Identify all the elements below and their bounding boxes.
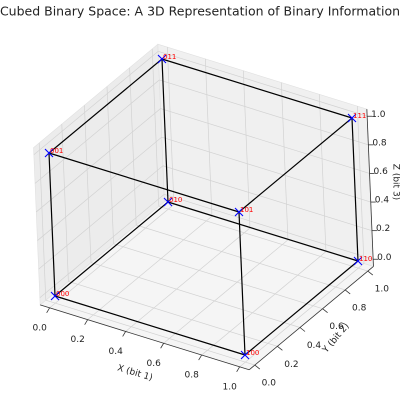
y-tick-label: 0.8 — [352, 303, 367, 313]
point-label: 100 — [246, 349, 259, 357]
y-tick-label: 0.6 — [329, 322, 344, 332]
grid-line — [357, 106, 365, 264]
x-tick-label: 0.6 — [146, 359, 161, 369]
cube-edge — [161, 58, 169, 203]
x-tick — [198, 354, 202, 361]
z-tick-label: 0.8 — [372, 138, 387, 148]
cube-edge — [238, 117, 353, 213]
x-tick — [84, 319, 88, 325]
grid-line — [106, 86, 114, 244]
y-tick — [277, 345, 283, 351]
z-tick-label: 1.0 — [371, 110, 386, 120]
grid-line — [38, 142, 47, 301]
grid-line — [38, 165, 164, 270]
point-marker — [163, 197, 173, 207]
y-tick-label: 0.0 — [262, 379, 277, 389]
grid-line — [151, 48, 160, 207]
cube-edge — [48, 152, 240, 213]
grid-line — [68, 281, 278, 347]
grid-line — [243, 70, 251, 229]
x-tick-label: 0.8 — [184, 371, 199, 381]
point-marker — [234, 207, 244, 217]
point-marker — [50, 291, 60, 301]
point-marker — [44, 148, 54, 158]
cube-edge — [238, 211, 246, 356]
cube-edge — [48, 152, 56, 297]
z-tick-label: 0.2 — [376, 224, 390, 234]
grid-line — [167, 47, 175, 205]
point-label: 111 — [353, 112, 366, 120]
point-marker — [347, 113, 357, 123]
y-tick — [254, 364, 261, 370]
y-axis-line — [248, 266, 374, 371]
grid-line — [161, 136, 371, 203]
grid-line — [34, 79, 160, 184]
cube-edge — [54, 201, 169, 297]
y-tick — [322, 308, 328, 314]
grid-line — [239, 263, 365, 368]
grid-line — [45, 299, 255, 366]
z-tick-label: 0.6 — [374, 167, 389, 177]
grid-line — [162, 165, 373, 231]
grid-line — [84, 105, 92, 263]
cube-edge — [54, 295, 246, 356]
grid-line — [158, 51, 368, 117]
y-tick — [344, 289, 351, 295]
grid-line — [281, 82, 289, 240]
x-tick — [236, 366, 240, 373]
grid-line — [125, 227, 251, 332]
y-tick-label: 1.0 — [375, 285, 390, 295]
z-axis-line — [366, 109, 374, 267]
grid-line — [33, 51, 159, 156]
point-label: 010 — [169, 196, 182, 204]
cube-edge — [351, 117, 359, 262]
cube-edge — [48, 58, 163, 154]
point-label: 101 — [240, 206, 253, 214]
z-tick-label: 0.4 — [375, 196, 390, 206]
grid-line — [37, 136, 162, 241]
point-marker — [157, 54, 167, 64]
y-tick — [299, 327, 306, 332]
grid-line — [61, 124, 69, 282]
z-axis-label: Z (bit 3) — [391, 164, 400, 200]
point-marker — [240, 350, 250, 360]
point-label: 000 — [56, 290, 69, 298]
grid-line — [87, 215, 213, 320]
grid-line — [39, 194, 165, 299]
grid-line — [205, 58, 213, 217]
x-axis-line — [40, 304, 250, 371]
grid-line — [201, 251, 327, 356]
y-tick — [367, 270, 374, 276]
point-label: 011 — [163, 53, 176, 61]
y-tick-label: 0.2 — [284, 360, 298, 370]
grid-line — [49, 204, 175, 309]
grid-line — [160, 108, 370, 174]
x-tick — [122, 331, 126, 337]
grid-line — [319, 94, 327, 252]
grid-line — [164, 194, 374, 260]
chart-title: Cubed Binary Space: A 3D Representation … — [0, 4, 400, 19]
x-tick-label: 0.2 — [70, 335, 84, 345]
y-tick-label: 0.4 — [307, 341, 322, 351]
cube-edge — [167, 201, 359, 262]
grid-line — [163, 239, 289, 344]
x-tick — [46, 307, 50, 314]
grid-line — [158, 205, 368, 272]
point-label: 001 — [50, 147, 63, 155]
x-tick-label: 0.0 — [32, 323, 47, 333]
cube-edge — [244, 260, 359, 356]
grid-line — [90, 262, 301, 328]
x-tick — [160, 343, 164, 349]
x-tick-label: 0.4 — [108, 347, 123, 357]
point-label: 110 — [359, 255, 372, 263]
cube-edge — [161, 58, 353, 119]
z-tick-label: 0.0 — [377, 253, 392, 263]
point-marker — [353, 256, 363, 266]
grid-line — [36, 108, 161, 213]
grid-line — [129, 67, 137, 226]
grid-line — [113, 243, 323, 310]
x-tick-label: 1.0 — [222, 382, 237, 392]
